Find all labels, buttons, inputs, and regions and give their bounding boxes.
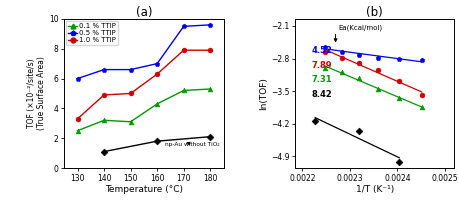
Y-axis label: TOF (×10⁻²/site/s)
(True Surface Area): TOF (×10⁻²/site/s) (True Surface Area) xyxy=(27,56,46,130)
Text: 4.52: 4.52 xyxy=(312,46,333,55)
X-axis label: 1/T (K⁻¹): 1/T (K⁻¹) xyxy=(356,185,394,194)
Text: Ea(Kcal/mol): Ea(Kcal/mol) xyxy=(338,25,382,31)
Legend: 0.1 % TTIP, 0.5 % TTIP, 1.0 % TTIP: 0.1 % TTIP, 0.5 % TTIP, 1.0 % TTIP xyxy=(67,21,118,45)
X-axis label: Temperature (°C): Temperature (°C) xyxy=(105,185,183,194)
Y-axis label: ln(TOF): ln(TOF) xyxy=(259,77,269,110)
Text: 7.89: 7.89 xyxy=(312,60,332,70)
Text: 7.31: 7.31 xyxy=(312,75,332,84)
Title: (b): (b) xyxy=(366,6,383,19)
Text: 8.42: 8.42 xyxy=(312,90,333,99)
Title: (a): (a) xyxy=(135,6,152,19)
Text: np-Au without TiO₂: np-Au without TiO₂ xyxy=(165,142,220,147)
